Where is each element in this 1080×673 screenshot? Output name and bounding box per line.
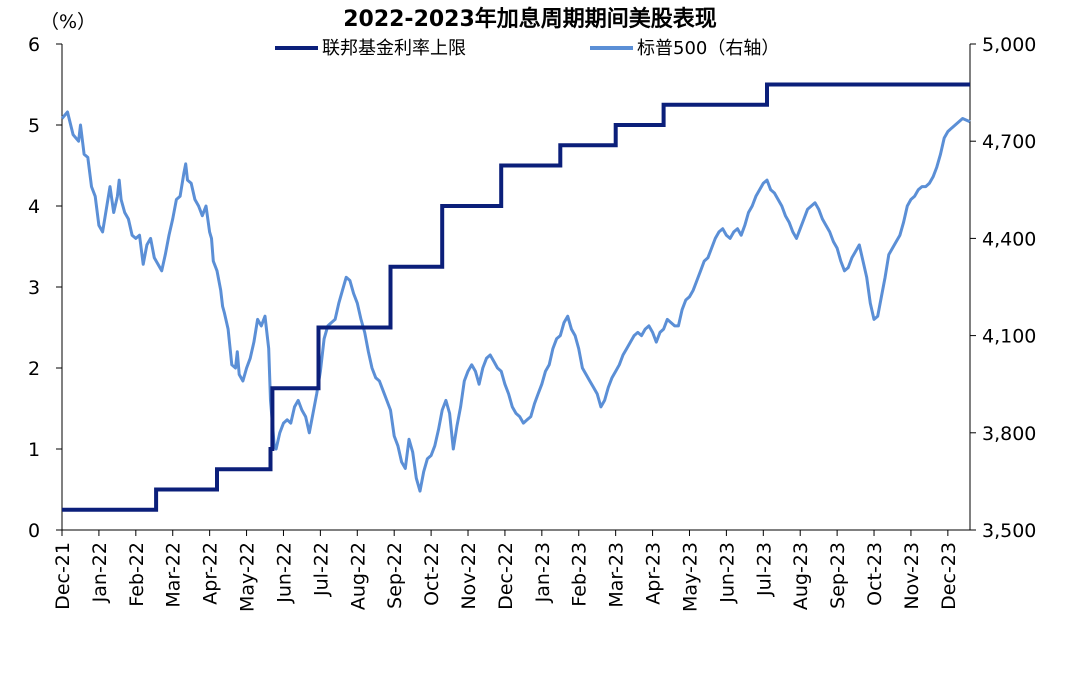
left-y-tick-label: 3	[28, 277, 40, 299]
x-tick-label: Dec-23	[938, 542, 960, 610]
x-tick-label: Jan-23	[532, 542, 554, 603]
x-tick-label: Jan-22	[89, 542, 111, 603]
series-layer	[60, 82, 971, 512]
legend-label-rate: 联邦基金利率上限	[322, 38, 466, 59]
right-y-tick-label: 3,500	[982, 520, 1036, 542]
x-tick-label: Oct-23	[864, 542, 886, 606]
x-tick-label: Feb-23	[569, 542, 591, 607]
left-y-tick-label: 1	[28, 439, 40, 461]
right-y-tick-label: 4,400	[982, 228, 1036, 250]
x-tick-label: Jun-22	[273, 542, 295, 604]
x-tick-label: Mar-23	[606, 542, 628, 608]
x-tick-label: Aug-22	[347, 542, 369, 610]
sp500-line	[60, 110, 971, 493]
right-y-tick-label: 3,800	[982, 423, 1036, 445]
right-y-tick-label: 4,100	[982, 326, 1036, 348]
x-tick-label: Dec-21	[52, 542, 74, 610]
left-y-tick-label: 6	[28, 34, 40, 56]
x-tick-label: Nov-22	[458, 542, 480, 610]
left-y-tick-label: 0	[28, 520, 40, 542]
right-y-tick-label: 4,700	[982, 131, 1036, 153]
legend-label-sp500: 标普500（右轴）	[637, 38, 779, 59]
axes: 0 1 2 3 4 5 6 3,500 3,800 4,100 4,400 4,700 5,000 Dec…	[28, 34, 1036, 612]
x-tick-label: Sep-22	[384, 542, 406, 609]
x-tick-label: Mar-22	[163, 542, 185, 608]
legend: 联邦基金利率上限 标普500（右轴）	[275, 38, 779, 59]
x-tick-label: Sep-23	[827, 542, 849, 609]
x-tick-label: Nov-23	[901, 542, 923, 610]
left-axis-unit: （%）	[40, 11, 96, 33]
x-tick-label: May-22	[237, 542, 259, 612]
x-tick-label: Jun-23	[716, 542, 738, 604]
x-tick-label: Jul-22	[310, 542, 332, 597]
left-y-tick-label: 2	[28, 358, 40, 380]
chart-title: 2022-2023年加息周期期间美股表现	[343, 6, 717, 32]
x-tick-label: Jul-23	[753, 542, 775, 597]
right-y-tick-label: 5,000	[982, 34, 1036, 56]
x-tick-label: Feb-22	[126, 542, 148, 607]
fed-funds-rate-line	[62, 82, 970, 512]
x-tick-label: May-23	[679, 542, 701, 612]
left-y-tick-label: 4	[28, 196, 40, 218]
x-tick-label: Apr-22	[200, 542, 222, 605]
x-tick-label: Dec-22	[495, 542, 517, 610]
x-tick-label: Oct-22	[421, 542, 443, 606]
left-y-tick-label: 5	[28, 115, 40, 137]
x-tick-label: Apr-23	[643, 542, 665, 605]
x-tick-label: Aug-23	[790, 542, 812, 610]
